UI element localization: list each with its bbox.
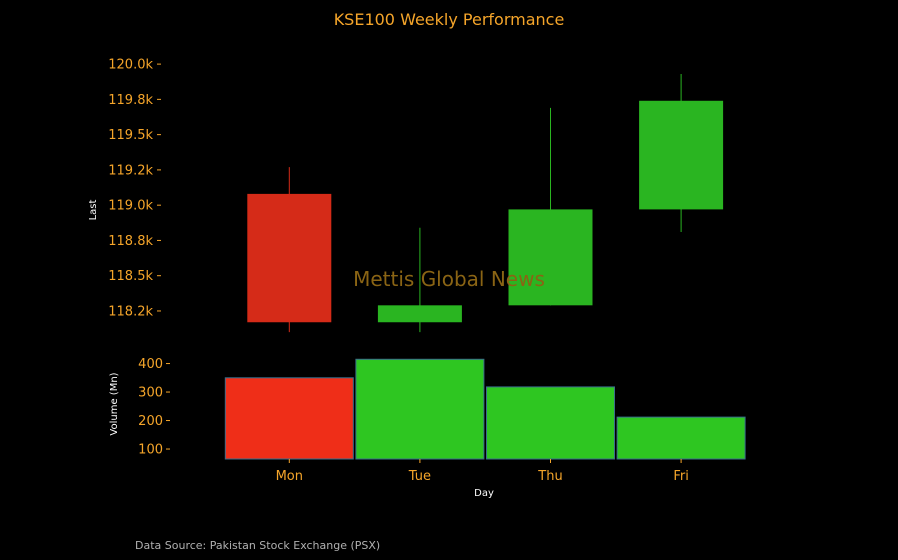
candle-body (247, 193, 332, 323)
volume-tick-label: 100 (138, 443, 163, 458)
price-tick-label: 118.8k (108, 234, 153, 249)
candle-body (508, 209, 593, 306)
x-tick-label: Mon (276, 469, 303, 484)
price-tick-label: 118.5k (108, 269, 153, 284)
candle-body (639, 100, 724, 210)
volume-bar (616, 416, 746, 460)
volume-tick-label: 300 (138, 386, 163, 401)
price-tick-label: 120.0k (108, 58, 153, 73)
chart-title: KSE100 Weekly Performance (334, 10, 565, 29)
volume-bar (224, 377, 354, 460)
price-tick-label: 119.0k (108, 199, 153, 214)
candle-body (377, 305, 462, 323)
volume-axis: 100 200 300 400 (138, 357, 170, 458)
price-tick-label: 119.5k (108, 128, 153, 143)
price-tick-label: 119.2k (108, 163, 153, 178)
price-tick-label: 119.8k (108, 93, 153, 108)
x-tick-label: Fri (673, 469, 689, 484)
x-axis: Mon Tue Thu Fri (276, 459, 689, 484)
volume-tick-label: 400 (138, 357, 163, 372)
watermark: Mettis Global News (353, 267, 545, 291)
x-axis-label: Day (474, 488, 494, 499)
volume-bar (486, 386, 615, 460)
volume-series (224, 358, 746, 460)
x-tick-label: Thu (537, 469, 562, 484)
volume-axis-label: Volume (Mn) (109, 372, 120, 435)
candlestick-series (247, 73, 724, 333)
price-axis: 118.2k 118.5k 118.8k 119.0k 119.2k 119.5k 119.… (108, 58, 161, 319)
volume-bar (355, 358, 485, 460)
x-tick-label: Tue (408, 469, 431, 484)
price-axis-label: Last (88, 200, 99, 221)
price-tick-label: 118.2k (108, 304, 153, 319)
volume-tick-label: 200 (138, 414, 163, 429)
source-note: Data Source: Pakistan Stock Exchange (PS… (135, 539, 380, 552)
